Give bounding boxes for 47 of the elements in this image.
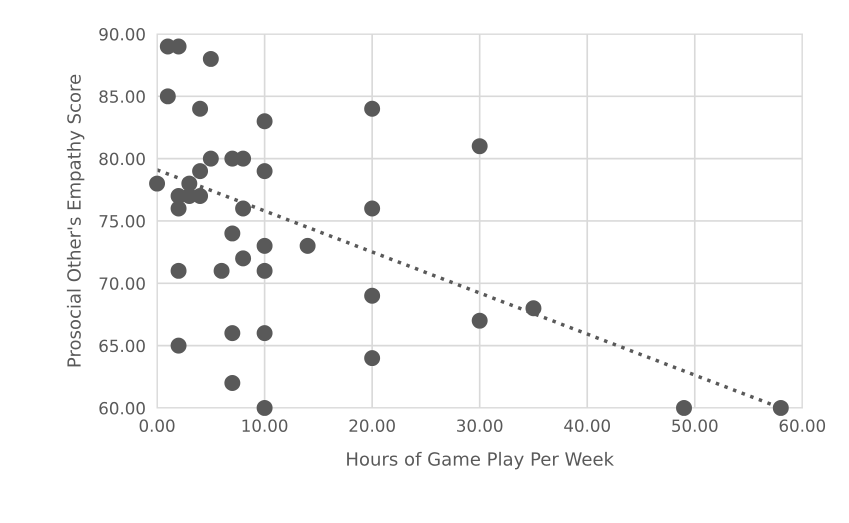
y-tick-label: 85.00 [99,90,145,103]
x-tick-label: 40.00 [564,419,610,432]
point [224,375,240,391]
point [472,312,488,329]
point [160,88,176,104]
point [235,200,252,216]
point [256,262,273,279]
point [256,238,273,254]
point [192,100,208,117]
x-tick-label: 10.00 [242,419,288,432]
y-tick-label: 75.00 [100,214,145,228]
y-axis-title: Prosocial Other's Empathy Score [66,74,84,366]
point [202,50,219,67]
point [170,338,187,354]
x-tick-label: 60.00 [780,419,826,432]
point [472,138,488,154]
point [256,163,273,180]
point [224,325,240,342]
x-axis-title: Hours of Game Play Per Week [347,452,614,470]
y-tick-label: 70.00 [100,277,145,290]
point [364,200,380,216]
point [149,176,166,192]
y-tick-label: 60.00 [99,402,145,415]
point [676,400,692,416]
point [192,163,208,180]
point [224,225,240,242]
point [364,100,380,117]
y-tick-label: 65.00 [99,340,145,352]
x-tick-label: 0.00 [140,419,175,432]
point [235,250,252,266]
point [170,262,187,279]
point [364,350,380,366]
point [300,238,316,254]
point [214,262,230,279]
x-tick-label: 50.00 [672,419,718,432]
y-tick-label: 90.00 [99,28,145,41]
point [525,300,542,316]
y-tick-label: 80.00 [99,152,145,166]
point [364,288,380,304]
point [256,113,273,130]
point [170,200,187,216]
point [772,400,789,416]
point [202,150,219,167]
x-tick-label: 20.00 [350,419,395,432]
point [256,400,273,416]
point [256,325,273,342]
x-tick-label: 30.00 [457,419,502,432]
